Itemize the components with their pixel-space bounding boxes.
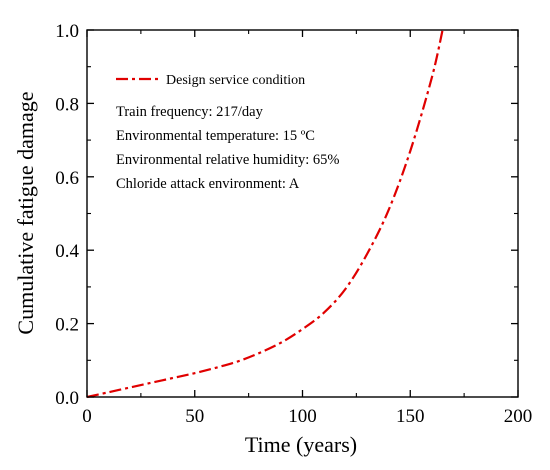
y-tick-label: 0.4	[55, 241, 79, 262]
y-tick-label: 1.0	[55, 21, 79, 42]
y-tick-label: 0.0	[55, 388, 79, 409]
plot-frame	[86, 29, 519, 398]
x-axis-label: Time (years)	[245, 432, 357, 457]
y-axis-label: Cumulative fatigue damage	[13, 91, 38, 334]
annotation-chloride: Chloride attack environment: A	[116, 176, 300, 192]
x-tick-label: 100	[288, 406, 317, 427]
y-tick-label: 0.8	[55, 94, 79, 115]
y-tick-label: 0.2	[55, 315, 79, 336]
annotation-train-frequency: Train frequency: 217/day	[116, 104, 264, 120]
x-tick-label: 200	[504, 406, 533, 427]
annotation-temperature: Environmental temperature: 15 ºC	[116, 128, 315, 144]
legend-entry: Design service condition	[166, 73, 305, 88]
annotation-humidity: Environmental relative humidity: 65%	[116, 152, 340, 168]
x-tick-label: 150	[396, 406, 425, 427]
legend: Design service condition	[116, 73, 305, 88]
x-tick-label: 50	[185, 406, 204, 427]
x-tick-label: 0	[82, 406, 92, 427]
axis-tick-labels: 0 50 100 150 200 0.0 0.2 0.4 0.6 0.8 1.0	[55, 21, 532, 427]
series-line-design-service-condition	[86, 29, 444, 399]
y-tick-label: 0.6	[55, 168, 79, 189]
annotation-block: Train frequency: 217/day Environmental t…	[116, 104, 340, 192]
